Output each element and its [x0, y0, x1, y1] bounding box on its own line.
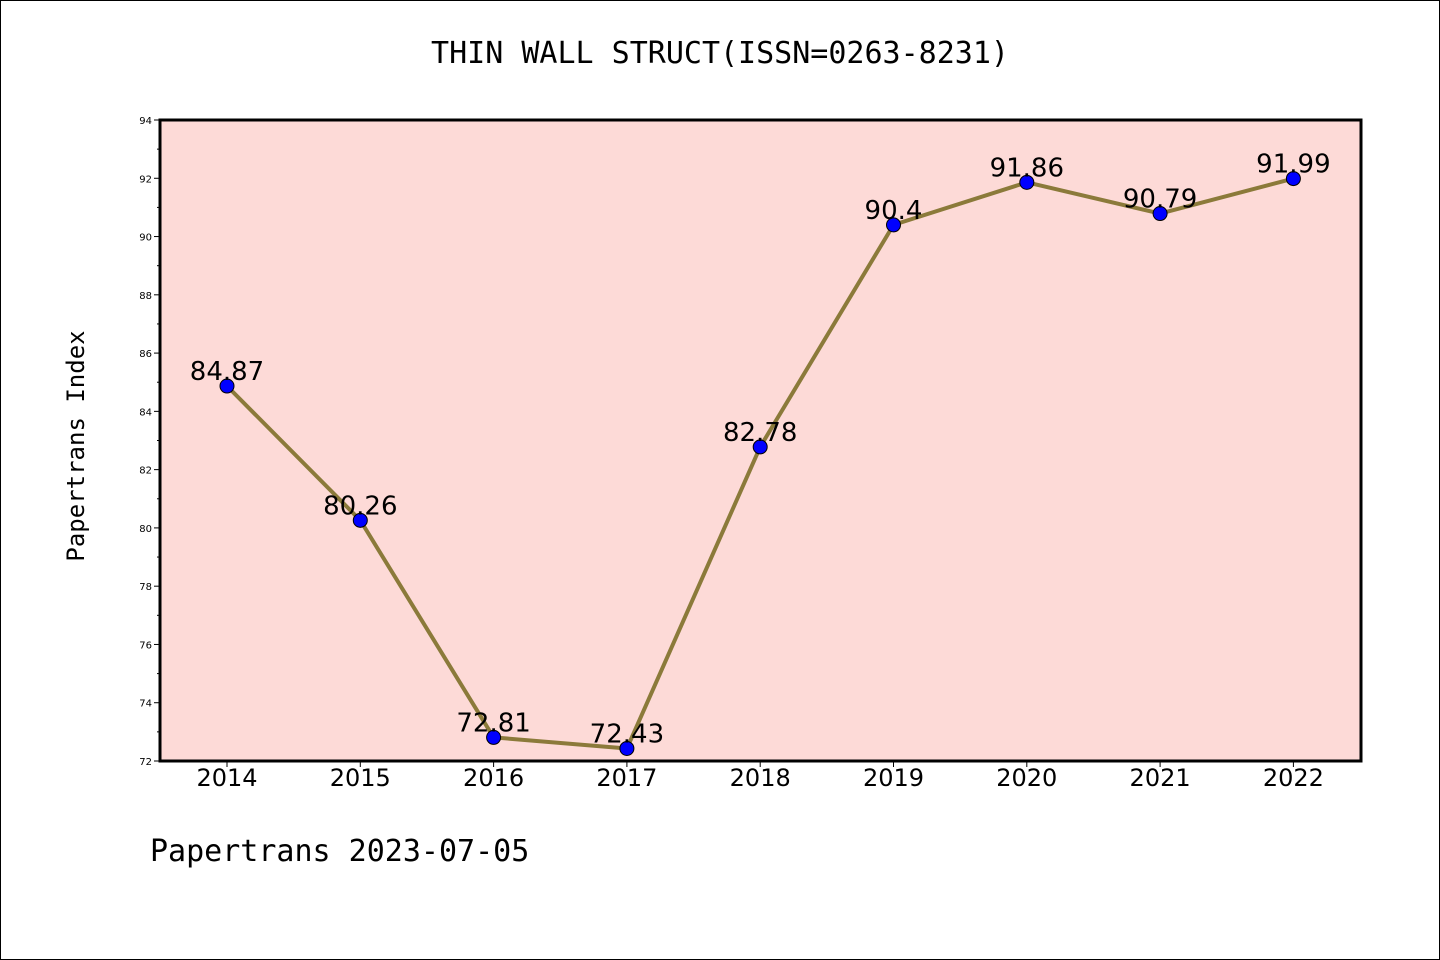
- y-axis-ticks: 72 74 76 78 80 82 84 86 88 90 92 94: [139, 116, 160, 768]
- data-point: [1019, 174, 1035, 190]
- y-tick-label: 88: [139, 291, 152, 302]
- data-label: 82.78: [723, 418, 797, 448]
- x-tick-label: 2019: [863, 764, 924, 792]
- y-tick-label: 78: [139, 582, 152, 593]
- y-tick-label: 86: [139, 349, 152, 360]
- data-point: [619, 740, 635, 756]
- y-tick-label: 84: [139, 407, 152, 418]
- footer-text: Papertrans 2023-07-05: [150, 834, 530, 869]
- data-label: 80.26: [323, 491, 397, 521]
- x-tick-label: 2018: [730, 764, 791, 792]
- y-tick-label: 72: [139, 757, 152, 768]
- y-tick-label: 92: [139, 174, 152, 185]
- data-label: 90.4: [865, 196, 923, 226]
- data-point: [752, 439, 768, 455]
- y-tick-label: 82: [139, 466, 152, 477]
- data-point: [219, 378, 235, 394]
- y-tick-label: 80: [139, 524, 152, 535]
- y-tick-label: 74: [139, 699, 152, 710]
- data-label: 84.87: [190, 357, 264, 387]
- x-tick-label: 2017: [596, 764, 657, 792]
- plot-border: [158, 118, 1363, 763]
- y-tick-label: 90: [139, 233, 152, 244]
- x-tick-label: 2022: [1263, 764, 1324, 792]
- y-axis-label: Papertrans Index: [62, 330, 90, 561]
- data-point: [1285, 171, 1301, 187]
- data-label: 91.86: [990, 153, 1064, 183]
- data-point: [886, 217, 901, 233]
- x-tick-label: 2020: [996, 764, 1057, 792]
- x-tick-label: 2021: [1130, 764, 1191, 792]
- chart-title: THIN WALL STRUCT(ISSN=0263-8231): [431, 36, 1009, 71]
- data-label: 72.81: [456, 708, 530, 738]
- data-label: 72.43: [590, 719, 664, 749]
- data-label: 90.79: [1123, 185, 1197, 215]
- x-tick-label: 2016: [463, 764, 524, 792]
- x-tick-label: 2015: [330, 764, 391, 792]
- x-tick-label: 2014: [196, 764, 257, 792]
- data-point: [1152, 206, 1168, 222]
- data-labels: 84.87 80.26 72.81 72.43 82.78 90.4 91.86 90.79 9…: [190, 150, 1331, 750]
- y-tick-label: 94: [139, 116, 152, 127]
- data-point: [486, 729, 502, 745]
- data-label: 91.99: [1256, 150, 1330, 180]
- x-axis-ticks: 2014 2015 2016 2017 2018 2019 2020 2021 2022: [196, 761, 1324, 792]
- series-markers: [219, 171, 1301, 756]
- data-point: [352, 512, 368, 528]
- y-tick-label: 76: [139, 640, 152, 651]
